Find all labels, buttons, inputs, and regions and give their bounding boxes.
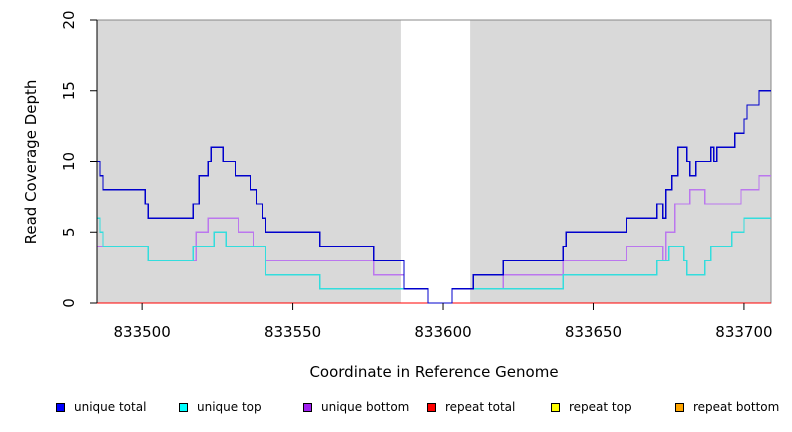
legend-swatch	[427, 402, 436, 412]
x-tick-label: 833650	[565, 323, 622, 341]
legend-swatch	[179, 402, 188, 412]
legend-item-repeat-top: repeat top	[551, 400, 632, 414]
legend-swatch	[56, 402, 65, 412]
x-tick-label: 833550	[264, 323, 321, 341]
y-tick-label: 5	[60, 227, 78, 237]
series-lines	[97, 90, 771, 304]
x-ticks: 833500 833550 833600 833650 833700	[114, 303, 773, 341]
legend-item-repeat-bottom: repeat bottom	[675, 400, 779, 414]
x-axis-title: Coordinate in Reference Genome	[309, 363, 558, 381]
series-line-unique-total	[97, 90, 771, 304]
legend-item-unique-bottom: unique bottom	[303, 400, 409, 414]
y-axis-title: Read Coverage Depth	[22, 80, 40, 245]
y-tick-label: 15	[60, 81, 78, 100]
y-ticks: 0 5 10 15 20	[60, 10, 97, 308]
legend-label: repeat bottom	[693, 400, 780, 414]
y-tick-label: 10	[60, 152, 78, 171]
x-tick-label: 833600	[414, 323, 471, 341]
legend-label: unique bottom	[321, 400, 410, 414]
y-tick-label: 0	[60, 298, 78, 308]
shaded-regions	[97, 20, 771, 303]
coverage-chart: 833500 833550 833600 833650 833700 05101520 …	[22, 10, 773, 381]
legend-swatch	[551, 402, 560, 412]
legend-item-unique-top: unique top	[179, 400, 262, 414]
legend-item-repeat-total: repeat total	[427, 400, 515, 414]
x-tick-label: 833500	[114, 323, 171, 341]
legend-item-unique-total: unique total	[56, 400, 146, 414]
legend-label: repeat total	[445, 400, 516, 414]
legend-label: unique total	[74, 400, 147, 414]
legend-label: unique top	[197, 400, 262, 414]
y-tick-label: 20	[60, 10, 78, 29]
legend: unique total unique top unique bottom repea…	[0, 400, 792, 418]
legend-swatch	[675, 402, 684, 412]
legend-swatch	[303, 402, 312, 412]
legend-label: repeat top	[569, 400, 632, 414]
x-tick-label: 833700	[715, 323, 772, 341]
shaded-region-2	[470, 20, 771, 303]
